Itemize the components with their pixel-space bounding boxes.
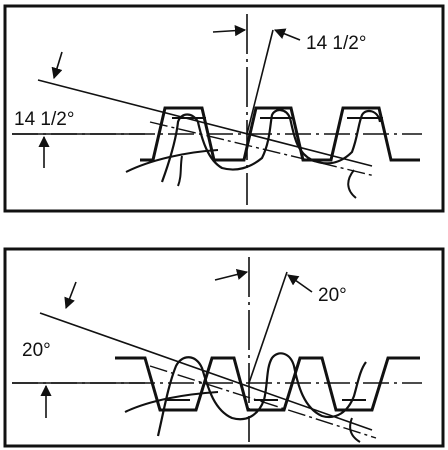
line-of-action-top-2	[149, 121, 376, 177]
pressure-angle-label-left-top: 14 1/2°	[14, 109, 74, 130]
line-of-action-bottom-2	[149, 365, 377, 439]
panel-bottom: 20° 20°	[3, 247, 445, 448]
upper-angle-arrow-left-top	[212, 25, 247, 37]
gear-teeth-bottom	[156, 352, 367, 437]
inclined-line-top	[246, 29, 274, 135]
pressure-angle-label-upper-top: 14 1/2°	[306, 33, 366, 54]
pressure-angle-label-upper-bottom: 20°	[318, 285, 347, 306]
pressure-angle-label-left-bottom: 20°	[22, 340, 51, 361]
upper-angle-arrow-left-bottom	[214, 269, 249, 281]
inclined-line-bottom	[248, 271, 288, 384]
left-angle-arrow-upper-bottom	[64, 281, 77, 310]
line-of-action-bottom	[39, 312, 373, 431]
line-of-action-top	[37, 79, 373, 167]
upper-angle-arrow-right-bottom	[287, 274, 313, 293]
panel-top: 14 1/2° 14 1/2°	[3, 4, 445, 213]
gear-teeth-top	[160, 109, 382, 183]
upper-angle-arrow-right-top	[273, 28, 301, 41]
left-angle-arrow-upper-top	[51, 51, 63, 80]
rack-outline-top	[140, 106, 420, 162]
gear-teeth-top-lower	[125, 149, 357, 199]
rack-outline-bottom	[115, 356, 420, 412]
gear-teeth-bottom-lower	[124, 391, 361, 443]
panel-top-frame	[3, 4, 445, 213]
panel-bottom-frame	[3, 247, 445, 448]
